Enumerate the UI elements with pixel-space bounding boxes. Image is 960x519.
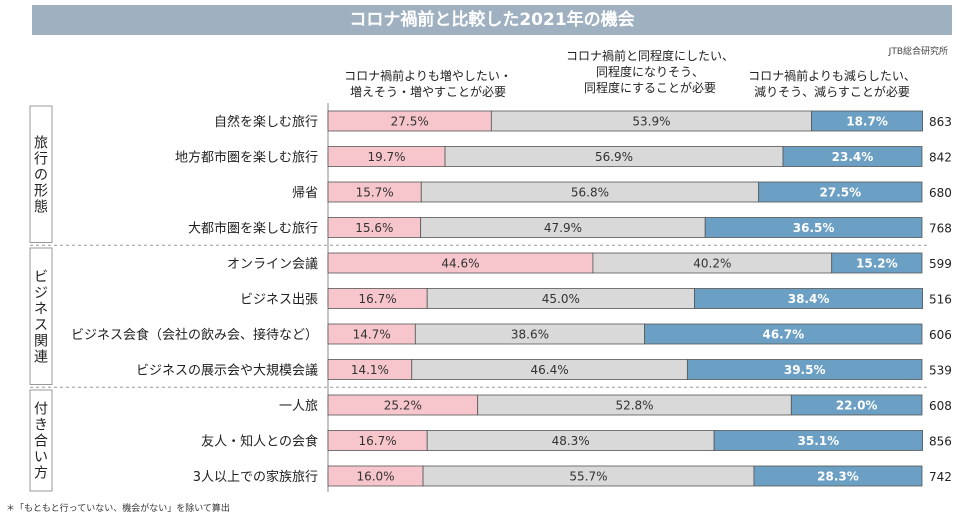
- group-bracket: [29, 105, 53, 243]
- group-label-char: 態: [34, 199, 48, 215]
- footnote: ＊「もともと行っていない、機会がない」を除いて算出: [6, 504, 230, 514]
- category-label: オンライン会議: [227, 257, 318, 272]
- n-label: 516: [929, 293, 952, 307]
- data-label: 14.7%: [353, 328, 391, 342]
- bar-segment: [782, 146, 923, 167]
- data-label: 48.3%: [552, 434, 590, 448]
- bar-segment: [694, 288, 923, 309]
- group-label-char: 旅: [34, 135, 48, 151]
- group-label-char: 合: [34, 434, 48, 450]
- data-label: 56.9%: [595, 150, 633, 164]
- data-label: 27.5%: [391, 115, 429, 129]
- data-label: 25.2%: [384, 399, 422, 413]
- data-label: 55.7%: [569, 470, 607, 484]
- data-label: 47.9%: [544, 221, 582, 235]
- header-decrease: コロナ禍前よりも減らしたい、 減りそう、減らすことが必要: [748, 69, 916, 99]
- category-label: 大都市圏を楽しむ旅行: [188, 221, 318, 237]
- data-label: 15.2%: [856, 257, 898, 271]
- bar-segment: [644, 323, 923, 345]
- data-label: 46.4%: [530, 363, 568, 377]
- n-label: 599: [929, 257, 952, 271]
- n-label: 606: [929, 328, 952, 342]
- group-label-char: ス: [34, 317, 48, 333]
- n-label: 742: [929, 470, 952, 484]
- group-label-char: ビ: [34, 269, 48, 285]
- category-label: 地方都市圏を楽しむ旅行: [175, 150, 318, 166]
- data-label: 19.7%: [367, 150, 405, 164]
- data-label: 22.0%: [836, 399, 878, 413]
- data-label: 38.4%: [788, 292, 830, 306]
- group-label-char: 連: [34, 349, 48, 365]
- group-label-char: き: [34, 418, 48, 434]
- header-same: コロナ禍前と同程度にしたい、 同程度になりそう、 同程度にすることが必要: [565, 49, 734, 95]
- title-bar: コロナ禍前と比較した2021年の機会: [32, 5, 952, 35]
- group-label-char: 行: [34, 151, 48, 167]
- bar-segment: [811, 110, 923, 132]
- category-label: 3人以上での家族旅行: [193, 469, 318, 485]
- bar-segment: [686, 359, 923, 380]
- group-label-char: 関: [34, 333, 48, 349]
- category-label: ビジネスの展示会や大規模会議: [136, 364, 318, 379]
- bar-segment: [713, 430, 923, 451]
- group-label-char: の: [34, 167, 48, 183]
- data-label: 16.7%: [359, 434, 397, 448]
- bar-segment: [831, 252, 923, 274]
- category-label: ビジネス出張: [240, 293, 318, 308]
- category-label: 自然を楽しむ旅行: [214, 114, 318, 130]
- data-label: 23.4%: [832, 150, 874, 164]
- group-bracket: [29, 247, 53, 385]
- data-label: 46.7%: [762, 328, 804, 342]
- data-label: 36.5%: [793, 221, 835, 235]
- n-label: 768: [929, 222, 952, 236]
- bar-segment: [790, 394, 923, 416]
- group-label-char: 形: [34, 183, 48, 199]
- n-label: 680: [929, 186, 952, 200]
- group-bracket: [29, 389, 53, 492]
- n-label: 842: [929, 151, 952, 165]
- data-label: 15.7%: [356, 186, 394, 200]
- n-label: 863: [929, 115, 952, 129]
- data-label: 56.8%: [571, 186, 609, 200]
- data-label: 45.0%: [542, 292, 580, 306]
- category-label: 一人旅: [279, 399, 318, 414]
- data-label: 44.6%: [441, 257, 479, 271]
- n-label: 539: [929, 364, 952, 378]
- data-label: 16.0%: [356, 470, 394, 484]
- data-label: 39.5%: [784, 363, 826, 377]
- group-label-char: い: [34, 450, 48, 466]
- group-label-char: ネ: [34, 301, 48, 317]
- header-increase: コロナ禍前よりも増やしたい・ 増えそう・増やすことが必要: [344, 69, 512, 99]
- bar-segment: [758, 181, 923, 203]
- source-label: JTB総合研究所: [888, 47, 948, 57]
- n-label: 856: [929, 435, 952, 449]
- group-label-char: ジ: [34, 285, 48, 301]
- category-label: ビジネス会食（会社の飲み会、接待など）: [71, 327, 318, 343]
- data-label: 15.6%: [355, 221, 393, 235]
- data-label: 35.1%: [798, 434, 840, 448]
- chart-title: コロナ禍前と比較した2021年の機会: [349, 10, 635, 30]
- category-label: 友人・知人との会食: [201, 434, 318, 450]
- category-label: 帰省: [292, 185, 318, 201]
- bar-segment: [704, 217, 923, 238]
- data-label: 53.9%: [632, 115, 670, 129]
- data-label: 14.1%: [351, 363, 389, 377]
- group-label-char: 方: [34, 466, 48, 482]
- data-label: 16.7%: [359, 292, 397, 306]
- bar-segment: [753, 465, 923, 487]
- data-label: 18.7%: [846, 115, 888, 129]
- data-label: 27.5%: [820, 186, 862, 200]
- group-label-char: 付: [34, 402, 48, 418]
- data-label: 28.3%: [817, 470, 859, 484]
- data-label: 52.8%: [615, 399, 653, 413]
- data-label: 38.6%: [511, 328, 549, 342]
- n-label: 608: [929, 399, 952, 413]
- data-label: 40.2%: [693, 257, 731, 271]
